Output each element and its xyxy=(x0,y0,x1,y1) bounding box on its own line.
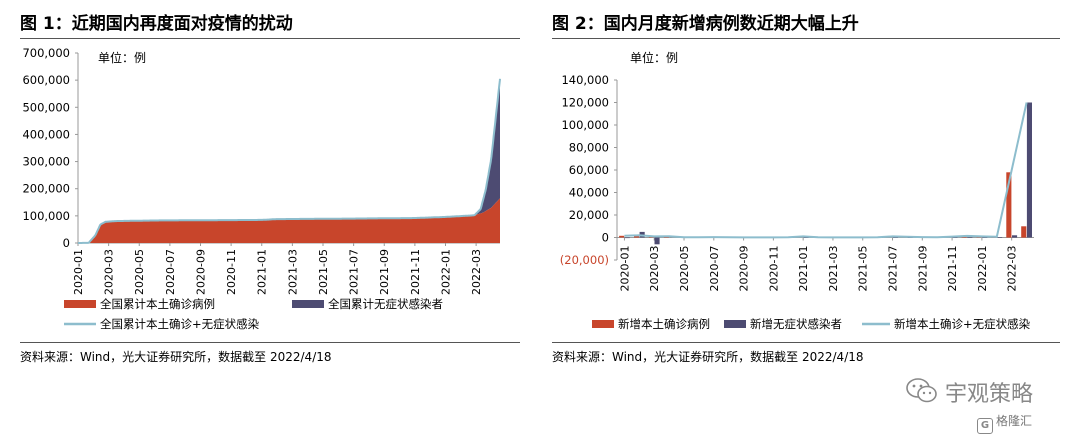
legend-swatch-asymptomatic xyxy=(292,300,324,308)
bar-confirmed xyxy=(634,235,640,238)
x-tick-label: 2021-05 xyxy=(857,246,870,292)
bar-confirmed xyxy=(663,237,669,238)
title-rule-right xyxy=(552,38,1060,39)
x-tick-label: 2022-01 xyxy=(976,246,989,292)
y-tick-label: 500,000 xyxy=(22,100,70,114)
area-confirmed-cumulative xyxy=(78,198,500,243)
bar-asymptomatic xyxy=(892,237,898,238)
badge-logo-icon: G xyxy=(977,418,993,434)
legend-label-total: 全国累计本土确诊+无症状感染 xyxy=(100,317,260,331)
y-tick-label: 300,000 xyxy=(22,155,70,169)
area-chart-cumulative: 单位：例 0 100,000 200,000 300,000 400,000 500,000… xyxy=(22,46,501,331)
x-tick-label: 2022-03 xyxy=(1006,246,1019,292)
wechat-icon xyxy=(906,378,937,403)
x-tick-label: 2021-01 xyxy=(256,249,269,295)
source-note-left: 资料来源：Wind，光大证券研究所，数据截至 2022/4/18 xyxy=(20,350,332,364)
unit-label: 单位：例 xyxy=(630,50,678,65)
y-tick-label: 60,000 xyxy=(569,163,609,177)
x-tick-label: 2021-05 xyxy=(317,249,330,295)
y-tick-label: 20,000 xyxy=(569,208,609,222)
bar-asymptomatic xyxy=(982,237,988,238)
x-tick-label: 2020-11 xyxy=(767,246,780,292)
x-tick-label: 2021-03 xyxy=(286,249,299,295)
bar-confirmed xyxy=(619,235,625,238)
x-tick-label: 2020-03 xyxy=(103,249,116,295)
unit-label: 单位：例 xyxy=(98,50,146,65)
legend-swatch-asymptomatic xyxy=(724,320,746,328)
x-tick-label: 2020-09 xyxy=(194,249,207,295)
y-tick-label: 140,000 xyxy=(561,73,609,87)
y-tick-label: (20,000) xyxy=(560,253,609,267)
bar-asymptomatic xyxy=(967,237,973,238)
legend-label-confirmed: 全国累计本土确诊病例 xyxy=(100,297,215,311)
bar-asymptomatic xyxy=(624,237,630,239)
x-tick-label: 2021-09 xyxy=(378,249,391,295)
bar-chart-monthly: 单位：例 (20,000) 0 20,000 40,000 60,000 80,000 100… xyxy=(560,50,1034,331)
source-rule-left xyxy=(20,342,520,343)
y-tick-label: 600,000 xyxy=(22,73,70,87)
chart-panel-right: 图 2：国内月度新增病例数近期大幅上升 单位：例 (20,000) 0 20,000 4… xyxy=(552,0,1060,372)
y-tick-label: 80,000 xyxy=(569,141,609,155)
bar-asymptomatic xyxy=(997,237,1003,238)
x-tick-label: 2020-11 xyxy=(225,249,238,295)
y-tick-label: 0 xyxy=(602,231,609,245)
x-tick-label: 2021-09 xyxy=(916,246,929,292)
legend-swatch-confirmed xyxy=(592,320,614,328)
x-tick-label: 2021-07 xyxy=(887,246,900,292)
watermark-badge-text: 格隆汇 xyxy=(996,414,1033,428)
x-tick-label: 2020-05 xyxy=(678,246,691,292)
source-rule-right xyxy=(552,342,1060,343)
legend-label-asymptomatic: 全国累计无症状感染者 xyxy=(328,297,443,311)
y-tick-label: 200,000 xyxy=(22,182,70,196)
bar-asymptomatic xyxy=(654,237,660,245)
y-tick-label: 0 xyxy=(63,236,70,250)
y-tick-label: 400,000 xyxy=(22,127,70,141)
x-tick-label: 2021-11 xyxy=(946,246,959,292)
y-tick-label: 100,000 xyxy=(22,209,70,223)
x-tick-label: 2021-01 xyxy=(797,245,810,291)
bar-confirmed xyxy=(1006,172,1012,238)
x-tick-label: 2020-03 xyxy=(648,246,661,292)
y-tick-label: 120,000 xyxy=(561,96,609,110)
x-tick-label: 2022-03 xyxy=(470,249,483,295)
legend-label-total: 新增本土确诊+无症状感染 xyxy=(894,317,1031,331)
legend-label-confirmed: 新增本土确诊病例 xyxy=(618,317,710,331)
bar-confirmed xyxy=(1021,226,1027,238)
watermark: 宇观策略 G 格隆汇 xyxy=(905,372,1075,434)
y-tick-label: 100,000 xyxy=(561,118,609,132)
x-tick-label: 2021-07 xyxy=(348,249,361,295)
bar-asymptomatic xyxy=(1012,235,1018,238)
watermark-badge: G 格隆汇 xyxy=(977,412,1032,434)
source-note-right: 资料来源：Wind，光大证券研究所，数据截至 2022/4/18 xyxy=(552,350,864,364)
x-tick-label: 2022-01 xyxy=(439,249,452,295)
title-rule-left xyxy=(20,38,520,39)
x-tick-label: 2020-01 xyxy=(618,246,631,292)
x-tick-label: 2021-03 xyxy=(827,246,840,292)
watermark-text: 宇观策略 xyxy=(945,382,1034,407)
x-tick-label: 2020-07 xyxy=(164,249,177,295)
y-tick-label: 40,000 xyxy=(569,186,609,200)
x-tick-label: 2020-05 xyxy=(133,249,146,295)
x-tick-label: 2020-07 xyxy=(708,246,721,292)
x-tick-label: 2020-01 xyxy=(72,249,85,295)
bar-asymptomatic xyxy=(803,237,809,238)
x-tick-label: 2020-09 xyxy=(738,246,751,292)
legend-swatch-confirmed xyxy=(64,300,96,308)
chart-title-left: 图 1：近期国内再度面对疫情的扰动 xyxy=(20,14,293,34)
legend-label-asymptomatic: 新增无症状感染者 xyxy=(750,317,842,331)
chart-title-right: 图 2：国内月度新增病例数近期大幅上升 xyxy=(552,14,859,34)
line-total-monthly xyxy=(624,102,1028,239)
line-total-cumulative xyxy=(78,78,501,244)
bar-asymptomatic xyxy=(952,237,958,238)
y-tick-label: 700,000 xyxy=(22,46,70,60)
x-tick-label: 2021-11 xyxy=(409,249,422,295)
bar-asymptomatic xyxy=(1026,102,1032,238)
chart-panel-left: 图 1：近期国内再度面对疫情的扰动 单位：例 0 100,000 200,000 300… xyxy=(20,0,520,372)
bar-confirmed xyxy=(648,236,654,238)
